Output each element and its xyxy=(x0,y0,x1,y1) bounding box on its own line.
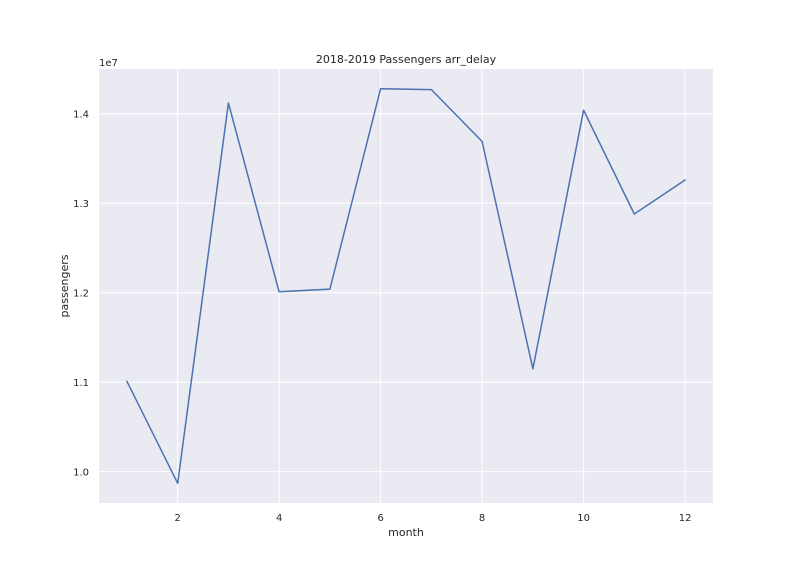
x-tick-label: 10 xyxy=(577,513,590,524)
x-axis-label: month xyxy=(388,526,424,539)
series-line xyxy=(126,87,686,485)
x-tick-label: 12 xyxy=(679,513,692,524)
y-tick-label: 1.4 xyxy=(73,110,89,121)
x-tick-label: 6 xyxy=(377,513,383,524)
y-tick-labels: 1.0 1.1 1.2 1.3 1.4 xyxy=(73,110,89,479)
chart-title: 2018-2019 Passengers arr_delay xyxy=(316,53,497,66)
y-offset-label: 1e7 xyxy=(99,58,118,69)
x-tick-label: 8 xyxy=(479,513,485,524)
x-tick-label: 4 xyxy=(276,513,282,524)
series-group xyxy=(126,87,686,485)
y-axis-label: passengers xyxy=(58,254,71,317)
plot-background xyxy=(99,69,713,503)
y-tick-label: 1.2 xyxy=(73,289,89,300)
y-grid-lines xyxy=(99,113,713,473)
y-tick-label: 1.1 xyxy=(73,378,89,389)
y-tick-label: 1.0 xyxy=(73,468,89,479)
x-tick-labels: 2 4 6 8 10 12 xyxy=(174,513,691,524)
y-tick-label: 1.3 xyxy=(73,199,89,210)
x-tick-label: 2 xyxy=(174,513,180,524)
